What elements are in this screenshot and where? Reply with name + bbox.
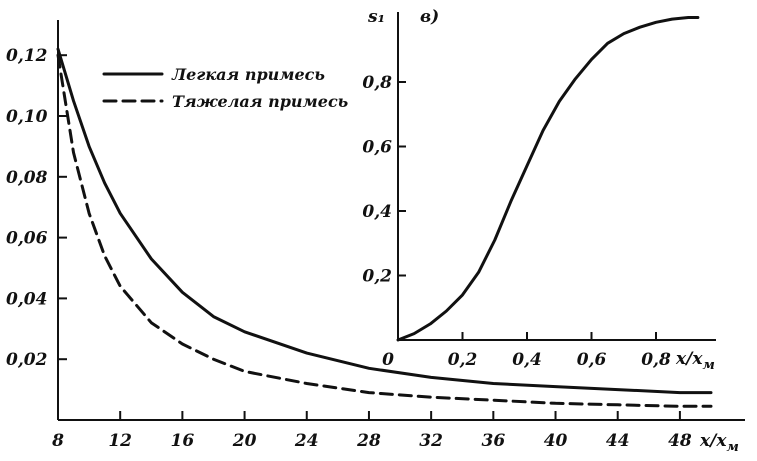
main-y-tick-label: 0,04: [6, 289, 47, 309]
inset-x-tick-label: 0,4: [512, 350, 542, 370]
inset-y-tick-label: 0,4: [362, 202, 392, 222]
main-x-tick-label: 20: [232, 431, 257, 451]
main-x-tick-label: 40: [544, 431, 568, 451]
inset-x-tick-label: 0: [382, 350, 394, 370]
main-x-tick-label: 44: [606, 431, 630, 451]
inset-y-tick-label: 0,6: [362, 138, 392, 158]
main-series-2: [56, 53, 713, 408]
main-chart: 8 12 16 20 24 28 32 36 40 44 48 0,02 0,04 0,06 0,08 0,1…: [6, 20, 745, 455]
inset-x-tick-label: 0,8: [641, 350, 671, 370]
main-x-tick-label: 16: [171, 431, 195, 451]
main-x-tick-label: 48: [668, 431, 692, 451]
legend-label: Тяжелая примесь: [172, 92, 348, 111]
main-y-tick-label: 0,06: [6, 229, 48, 249]
legend-label: Легкая примесь: [171, 65, 325, 84]
main-series-1: [56, 47, 713, 395]
main-y-tick-label: 0,10: [6, 107, 48, 127]
inset-y-tick-label: 0,8: [362, 73, 392, 93]
main-y-tick-label: 0,02: [6, 350, 48, 370]
legend: Легкая примесь Тяжелая примесь: [102, 65, 348, 111]
inset-y-tick-label: 0,2: [362, 267, 392, 287]
inset-y-axis-title: s₁: [367, 7, 385, 27]
inset-panel-label: в): [420, 7, 439, 27]
main-x-tick-label: 8: [51, 431, 64, 451]
inset-chart: 0 0,2 0,4 0,6 0,8 0,2 0,4 0,6 0,8 s₁ в) x/xм: [362, 7, 716, 373]
main-x-tick-label: 36: [481, 431, 505, 451]
main-y-tick-label: 0,12: [6, 46, 48, 66]
inset-x-tick-label: 0,2: [448, 350, 478, 370]
inset-x-axis-title: x/xм: [675, 349, 715, 373]
inset-x-tick-label: 0,6: [577, 350, 607, 370]
main-x-tick-label: 28: [356, 431, 381, 451]
main-x-tick-label: 12: [108, 431, 132, 451]
main-y-tick-label: 0,08: [6, 168, 48, 188]
main-x-tick-label: 24: [294, 431, 319, 451]
inset-series-1: [396, 16, 700, 342]
main-x-axis-title: x/xм: [699, 431, 739, 455]
main-x-tick-label: 32: [419, 431, 443, 451]
